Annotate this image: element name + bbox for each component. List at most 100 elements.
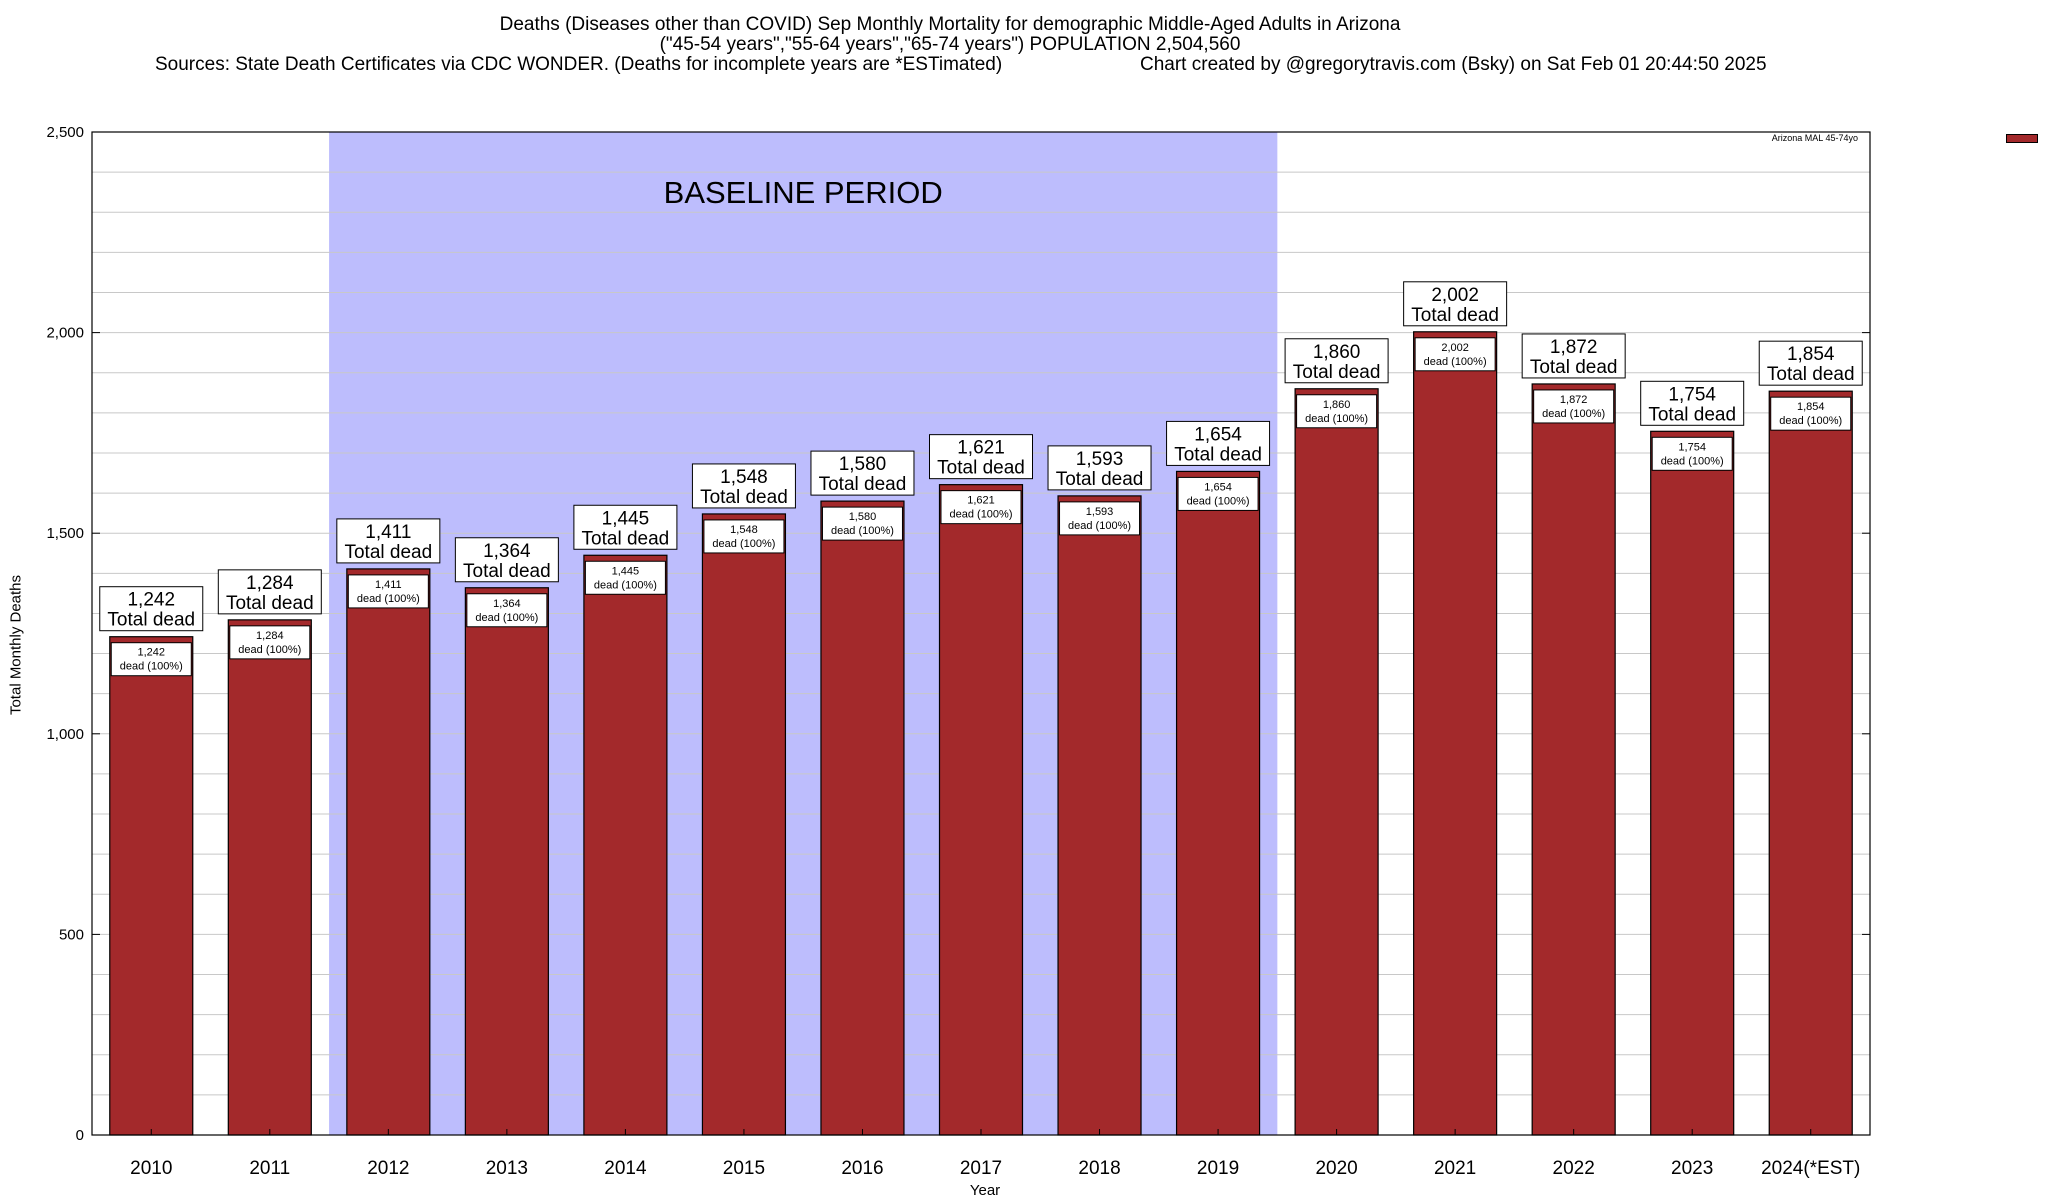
chart-subtitle: ("45-54 years","55-64 years","65-74 year…	[659, 34, 1241, 55]
bar-inner-percent: dead (100%)	[1661, 455, 1724, 467]
x-tick-label: 2023	[1671, 1158, 1713, 1179]
bar-inner-value: 1,593	[1086, 506, 1114, 518]
bar-inner-percent: dead (100%)	[594, 579, 657, 591]
bar-top-label-box	[810, 450, 915, 496]
x-axis-label: Year	[969, 1182, 1001, 1199]
bar	[1175, 470, 1261, 1136]
bar-inner-value: 1,242	[138, 647, 166, 659]
bar-top-suffix: Total dead	[1056, 469, 1144, 490]
bar-inner-label-box	[110, 642, 192, 677]
bar	[583, 554, 668, 1136]
bar-top-suffix: Total dead	[582, 528, 670, 549]
bar-top-suffix: Total dead	[1767, 364, 1855, 385]
bar-top-label-box	[929, 434, 1033, 480]
bar-top-value: 1,364	[483, 541, 531, 562]
bar-inner-label-box	[1533, 389, 1615, 424]
bar-inner-percent: dead (100%)	[1305, 413, 1368, 425]
bar	[1294, 388, 1379, 1136]
bar-inner-percent: dead (100%)	[1424, 356, 1487, 368]
bar-inner-value: 1,284	[256, 630, 284, 642]
bar-top-suffix: Total dead	[1411, 305, 1499, 326]
bar-inner-value: 1,860	[1323, 399, 1351, 411]
bar-top-suffix: Total dead	[344, 542, 432, 563]
bar-inner-percent: dead (100%)	[1187, 495, 1250, 507]
x-tick-label: 2011	[249, 1158, 290, 1179]
bar-top-value: 1,242	[127, 590, 175, 611]
bar-top-value: 1,621	[957, 438, 1005, 459]
bar-inner-percent: dead (100%)	[1068, 520, 1131, 532]
bar-inner-label-box	[1651, 436, 1733, 471]
x-tick-label: 2021	[1434, 1158, 1476, 1179]
bar-top-label-box	[1521, 333, 1626, 379]
bar-inner-value: 1,445	[612, 565, 640, 577]
chart-sources: Sources: State Death Certificates via CD…	[155, 54, 1003, 75]
bar-inner-percent: dead (100%)	[712, 538, 775, 550]
bar	[346, 568, 431, 1136]
bar-inner-label-box	[347, 574, 429, 609]
x-tick-label: 2013	[486, 1158, 528, 1179]
bar-top-value: 1,580	[839, 454, 887, 475]
bar-top-suffix: Total dead	[700, 487, 788, 508]
bar-inner-percent: dead (100%)	[1542, 408, 1605, 420]
bar	[227, 619, 312, 1136]
x-tick-label: 2022	[1553, 1158, 1595, 1179]
x-tick-label: 2024(*EST)	[1761, 1158, 1860, 1179]
y-tick-label: 1,000	[46, 726, 84, 743]
bar-top-label-box	[454, 537, 559, 583]
bar-inner-label-box	[1177, 476, 1259, 511]
bar-top-suffix: Total dead	[463, 561, 551, 582]
bar-top-label-box	[336, 518, 441, 564]
bar-top-label-box	[691, 463, 796, 509]
bar-top-label-box	[1758, 340, 1863, 386]
bar-top-suffix: Total dead	[937, 458, 1025, 479]
bar	[701, 513, 787, 1136]
y-tick-label: 500	[59, 926, 84, 943]
bar-top-suffix: Total dead	[1648, 404, 1736, 425]
bar-inner-label-box	[466, 593, 548, 628]
bar	[1413, 331, 1498, 1136]
bar-top-value: 1,411	[365, 522, 411, 543]
bar-inner-label-box	[1059, 501, 1141, 536]
bar-top-value: 1,284	[246, 573, 294, 594]
bar-top-value: 1,593	[1076, 449, 1124, 470]
chart-credit: Chart created by @gregorytravis.com (Bsk…	[1140, 54, 1767, 75]
bar	[464, 587, 549, 1136]
legend-swatch	[2006, 134, 2038, 143]
bar-inner-label-box	[584, 560, 666, 595]
bar-top-label-box	[1640, 380, 1745, 426]
bar	[1057, 495, 1142, 1136]
bar-top-value: 1,445	[602, 508, 650, 529]
x-tick-label: 2019	[1197, 1158, 1239, 1179]
bar-top-label-box	[1047, 445, 1152, 491]
bar	[109, 636, 194, 1136]
bar-inner-label-box	[229, 625, 311, 660]
bar-inner-value: 1,580	[849, 511, 877, 523]
y-tick-label: 2,000	[46, 325, 84, 342]
bar-top-label-box	[573, 504, 678, 550]
y-tick-label: 1,500	[46, 525, 84, 542]
bar-top-label-box	[1284, 338, 1389, 384]
chart-title: Deaths (Diseases other than COVID) Sep M…	[499, 14, 1401, 35]
bar-inner-percent: dead (100%)	[831, 525, 894, 537]
bar-top-value: 1,754	[1668, 384, 1716, 405]
bar-inner-value: 1,872	[1560, 394, 1588, 406]
bar-inner-percent: dead (100%)	[238, 644, 301, 656]
legend-label: Arizona MAL 45-74yo	[1771, 133, 1858, 143]
x-tick-label: 2018	[1078, 1158, 1120, 1179]
bar	[1768, 390, 1853, 1136]
bar-inner-label-box	[703, 519, 785, 554]
bar	[1531, 383, 1616, 1136]
bar-top-label-box	[1166, 420, 1271, 466]
bar-inner-label-box	[1770, 396, 1852, 431]
x-tick-label: 2015	[723, 1158, 765, 1179]
bar-inner-percent: dead (100%)	[120, 661, 183, 673]
bar-top-suffix: Total dead	[107, 610, 195, 631]
bar-inner-label-box	[1296, 394, 1378, 429]
bar-top-suffix: Total dead	[1174, 444, 1262, 465]
bar-top-label-box	[99, 586, 204, 632]
bar-top-label-box	[217, 569, 322, 615]
bar-inner-value: 1,654	[1204, 481, 1232, 493]
y-tick-label: 0	[76, 1127, 84, 1144]
bar-inner-value: 1,364	[493, 598, 521, 610]
